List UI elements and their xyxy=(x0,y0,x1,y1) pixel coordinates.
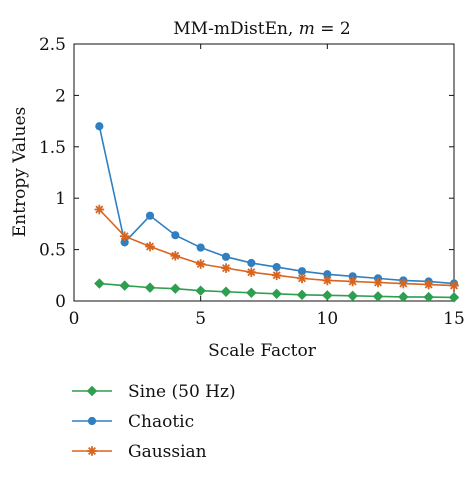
series-line xyxy=(98,126,455,285)
data-point xyxy=(423,291,434,303)
legend-item: Gaussian xyxy=(72,442,207,462)
data-point xyxy=(95,122,104,131)
chart-title: MM-mDistEn, m = 2 xyxy=(173,19,350,39)
y-tick-label: 2 xyxy=(55,86,66,106)
plot-frame xyxy=(73,43,455,302)
data-point xyxy=(373,277,383,288)
data-point xyxy=(449,280,459,291)
y-tick-label: 0 xyxy=(55,292,66,312)
data-point xyxy=(171,231,180,240)
data-point xyxy=(423,279,434,290)
legend-label: Gaussian xyxy=(128,442,207,462)
data-point xyxy=(246,287,257,298)
data-point xyxy=(119,280,130,291)
data-point xyxy=(86,385,98,397)
data-point xyxy=(170,283,181,294)
legend-item: Chaotic xyxy=(72,412,194,432)
data-point xyxy=(271,288,282,300)
data-point xyxy=(221,252,231,261)
data-point xyxy=(94,278,105,289)
x-tick-label: 5 xyxy=(195,309,206,329)
legend-item: Sine (50 Hz) xyxy=(72,382,236,402)
data-point xyxy=(170,250,181,261)
data-point xyxy=(119,231,130,242)
y-axis-label: Entropy Values xyxy=(10,107,30,237)
axes: 0 5 10 15 0 0.5 1 1.5 2 2.5 xyxy=(39,35,465,329)
data-point xyxy=(322,275,333,286)
y-tick-label: 1.5 xyxy=(39,138,66,158)
data-point xyxy=(246,267,257,278)
legend-label: Chaotic xyxy=(128,412,194,432)
data-point xyxy=(448,292,460,303)
series-chaotic xyxy=(95,122,459,288)
x-axis-label: Scale Factor xyxy=(208,341,317,361)
y-tick-label: 2.5 xyxy=(39,35,66,55)
data-point xyxy=(145,211,155,220)
series-layer xyxy=(94,122,460,303)
data-point xyxy=(247,258,256,268)
data-point xyxy=(271,270,282,281)
data-point xyxy=(347,290,358,302)
x-tick-label: 0 xyxy=(69,309,80,329)
y-tick-label: 1 xyxy=(55,189,66,209)
data-point xyxy=(398,291,409,303)
chart-title-text: MM-mDistEn, xyxy=(173,19,298,39)
legend: Sine (50 Hz) Chaotic Gaussian xyxy=(72,382,236,462)
chart-title-math: m xyxy=(299,19,315,39)
data-point xyxy=(372,291,384,302)
data-point xyxy=(195,285,206,296)
data-point xyxy=(94,204,105,215)
data-point xyxy=(221,263,231,273)
y-tick-label: 0.5 xyxy=(39,241,66,261)
data-point xyxy=(272,262,281,272)
x-tick-label: 10 xyxy=(317,309,339,329)
x-tick-label: 15 xyxy=(443,309,465,329)
data-point xyxy=(145,241,155,252)
data-point xyxy=(322,290,333,301)
data-point xyxy=(398,278,409,289)
data-point xyxy=(87,416,97,426)
series-gaussian xyxy=(94,204,459,291)
legend-label: Sine (50 Hz) xyxy=(128,382,236,402)
chart-title-suffix: = 2 xyxy=(315,19,351,39)
data-point xyxy=(196,243,205,252)
series-sine-50-hz xyxy=(94,278,460,303)
data-point xyxy=(296,289,308,301)
data-point xyxy=(297,273,307,284)
data-point xyxy=(87,446,97,456)
data-point xyxy=(347,276,358,287)
data-point xyxy=(144,282,156,293)
data-point xyxy=(220,286,232,297)
data-point xyxy=(195,259,206,269)
